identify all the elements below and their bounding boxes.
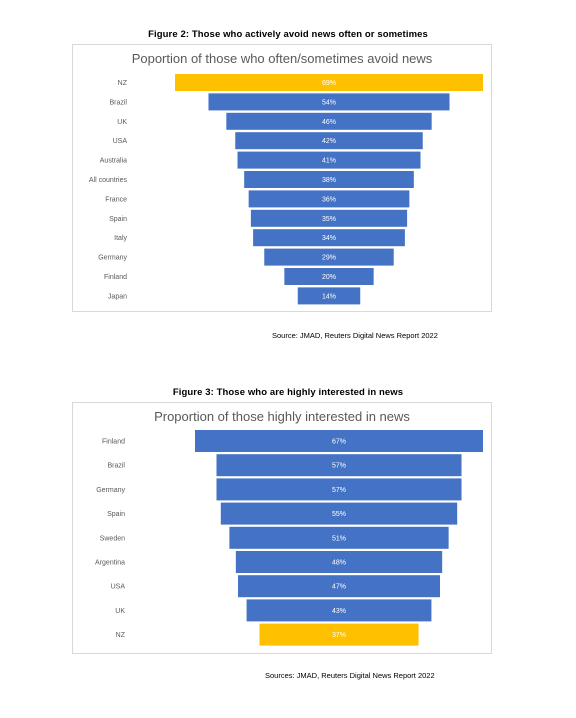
data-label-italy: 34% xyxy=(322,235,336,242)
data-label-nz: 69% xyxy=(322,80,336,87)
category-label-usa: USA xyxy=(113,138,128,145)
bar-brazil xyxy=(208,93,450,111)
category-label-germany: Germany xyxy=(96,487,125,494)
category-label-nz: NZ xyxy=(118,80,128,87)
category-label-finland: Finland xyxy=(102,439,125,446)
bar-finland xyxy=(195,430,483,452)
figure-3-funnel-chart: 67% Finland 57% Brazil 57% Germany 55% Spain 51%… xyxy=(95,430,483,646)
data-label-nz: 37% xyxy=(332,632,346,639)
data-label-brazil: 54% xyxy=(322,99,336,106)
data-label-spain: 55% xyxy=(332,511,346,518)
bar-sweden xyxy=(229,526,449,549)
data-label-sweden: 51% xyxy=(332,535,346,542)
category-label-argentina: Argentina xyxy=(95,560,125,567)
figure-2-chart-panel: Poportion of those who often/sometimes a… xyxy=(72,44,492,312)
bar-nz xyxy=(259,623,419,646)
category-label-brazil: Brazil xyxy=(109,99,127,106)
bar-usa xyxy=(235,132,423,150)
data-label-spain: 35% xyxy=(322,216,336,223)
data-label-all-countries: 38% xyxy=(322,177,336,184)
category-label-spain: Spain xyxy=(109,216,127,223)
category-label-france: France xyxy=(105,196,127,203)
bar-brazil xyxy=(216,454,462,477)
data-label-france: 36% xyxy=(322,196,336,203)
bar-argentina xyxy=(235,551,443,573)
category-label-germany: Germany xyxy=(98,255,127,262)
figure-2-chart-title: Poportion of those who often/sometimes a… xyxy=(131,51,433,66)
figure-2-funnel-chart: 69% NZ 54% Brazil 46% UK 42% USA 41% Australia 38%… xyxy=(89,74,483,305)
data-label-uk: 43% xyxy=(332,608,346,615)
bar-finland xyxy=(284,268,374,285)
figure-2-source: Source: JMAD, Reuters Digital News Repor… xyxy=(272,331,438,340)
category-label-italy: Italy xyxy=(114,235,127,242)
bar-france xyxy=(248,190,410,208)
category-label-all-countries: All countries xyxy=(89,177,128,184)
category-label-finland: Finland xyxy=(104,274,127,281)
bar-uk xyxy=(226,112,432,130)
figure-3-source: Sources: JMAD, Reuters Digital News Repo… xyxy=(265,671,435,680)
data-label-japan: 14% xyxy=(322,293,336,300)
bar-japan xyxy=(297,287,361,305)
bar-germany xyxy=(264,248,394,266)
category-label-usa: USA xyxy=(111,584,126,591)
data-label-uk: 46% xyxy=(322,119,336,126)
bar-australia xyxy=(237,151,421,169)
figure-3-caption: Figure 3: Those who are highly intereste… xyxy=(172,387,404,398)
category-label-uk: UK xyxy=(115,608,125,615)
bar-spain xyxy=(220,502,458,525)
data-label-usa: 42% xyxy=(322,138,336,145)
bar-spain xyxy=(250,209,408,227)
figure-3-chart-panel: Proportion of those highly interested in… xyxy=(72,402,492,654)
bar-uk xyxy=(246,599,432,622)
figure-3-chart-title: Proportion of those highly interested in… xyxy=(154,409,410,424)
bar-italy xyxy=(253,229,405,247)
category-label-uk: UK xyxy=(117,119,127,126)
category-label-spain: Spain xyxy=(107,511,125,518)
data-label-germany: 29% xyxy=(322,255,336,262)
category-label-brazil: Brazil xyxy=(107,463,125,470)
data-label-brazil: 57% xyxy=(332,463,346,470)
category-label-australia: Australia xyxy=(100,158,127,165)
data-label-germany: 57% xyxy=(332,487,346,494)
bar-nz xyxy=(175,74,483,91)
data-label-finland: 67% xyxy=(332,439,346,446)
data-label-finland: 20% xyxy=(322,274,336,281)
category-label-japan: Japan xyxy=(108,293,127,300)
data-label-australia: 41% xyxy=(322,158,336,165)
bar-germany xyxy=(216,478,462,501)
data-label-usa: 47% xyxy=(332,584,346,591)
category-label-nz: NZ xyxy=(116,632,126,639)
bar-usa xyxy=(237,575,441,598)
category-label-sweden: Sweden xyxy=(100,535,125,542)
data-label-argentina: 48% xyxy=(332,560,346,567)
bar-all-countries xyxy=(244,171,414,188)
figure-2-caption: Figure 2: Those who actively avoid news … xyxy=(148,29,428,40)
